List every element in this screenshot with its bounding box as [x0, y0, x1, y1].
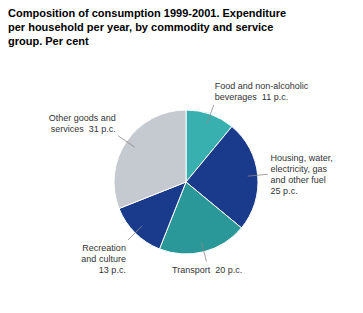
svg-text:Other goods andservices 31 p.: Other goods andservices 31 p.c.: [49, 113, 116, 134]
html-text:Composition of consumption 199: Composition of consumption 1999-2001. Ex…: [8, 7, 287, 47]
svg-text:Food and non-alcoholicbeverage: Food and non-alcoholicbeverages 11 p.c.: [215, 81, 309, 102]
svg-text:Transport 20 p.c.: Transport 20 p.c.: [172, 265, 242, 275]
svg-text:Recreationand culture13 p.c.: Recreationand culture13 p.c.: [81, 243, 126, 275]
svg-text:Housing, water,electricity, ga: Housing, water,electricity, gasand other…: [271, 153, 333, 196]
